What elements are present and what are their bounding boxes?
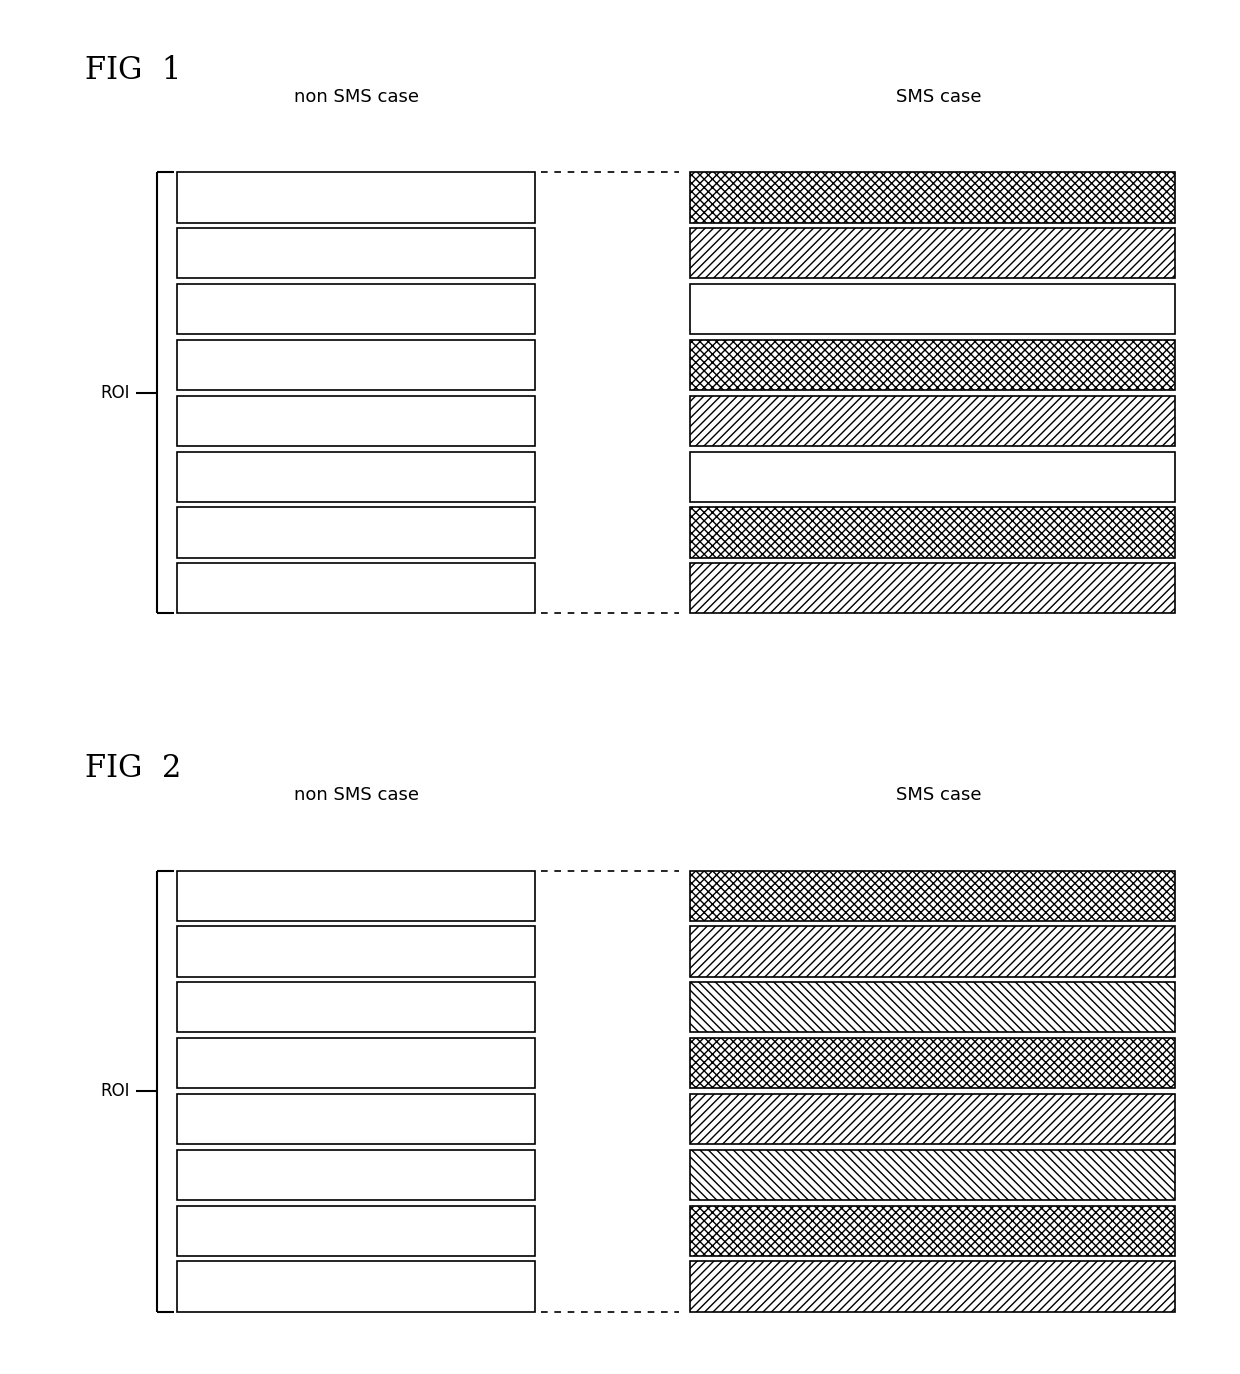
Bar (691, 1261, 1174, 1312)
Bar (177, 284, 534, 334)
Bar (691, 396, 1174, 447)
Bar (177, 228, 534, 279)
Bar (177, 1039, 534, 1088)
Bar (691, 339, 1174, 390)
Bar (177, 982, 534, 1032)
Text: FIG  1: FIG 1 (86, 55, 181, 87)
Bar (177, 926, 534, 977)
Bar (691, 926, 1174, 977)
Bar (691, 1094, 1174, 1145)
Bar (691, 507, 1174, 558)
Bar (177, 339, 534, 390)
Text: ROI: ROI (100, 1083, 130, 1101)
Bar (691, 982, 1174, 1032)
Text: non SMS case: non SMS case (294, 88, 419, 106)
Text: FIG  2: FIG 2 (86, 753, 181, 785)
Text: ROI: ROI (100, 383, 130, 403)
Bar (177, 563, 534, 613)
Bar (177, 1094, 534, 1145)
Bar (691, 871, 1174, 921)
Bar (691, 1039, 1174, 1088)
Bar (177, 871, 534, 921)
Text: SMS case: SMS case (895, 88, 981, 106)
Bar (691, 228, 1174, 279)
Text: non SMS case: non SMS case (294, 786, 419, 804)
Bar (177, 452, 534, 502)
Bar (177, 507, 534, 558)
Bar (691, 452, 1174, 502)
Bar (177, 1205, 534, 1256)
Bar (177, 396, 534, 447)
Bar (691, 1205, 1174, 1256)
Bar (177, 1150, 534, 1200)
Bar (691, 284, 1174, 334)
Bar (691, 1150, 1174, 1200)
Bar (691, 172, 1174, 223)
Bar (177, 172, 534, 223)
Text: SMS case: SMS case (895, 786, 981, 804)
Bar (691, 563, 1174, 613)
Bar (177, 1261, 534, 1312)
